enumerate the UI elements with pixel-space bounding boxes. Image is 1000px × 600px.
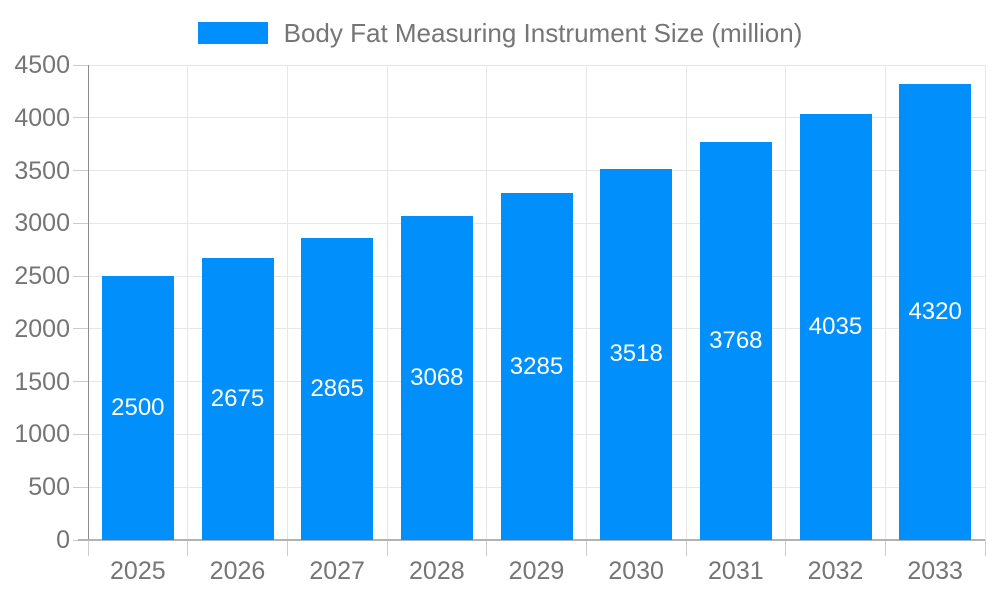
gridline-vertical bbox=[286, 65, 288, 540]
y-axis-label: 500 bbox=[28, 473, 70, 502]
x-axis-baseline bbox=[78, 539, 985, 541]
bar-value-label: 2865 bbox=[310, 374, 364, 402]
bar-value-label: 3285 bbox=[509, 352, 564, 380]
gridline-horizontal bbox=[88, 170, 985, 172]
y-axis-label: 2000 bbox=[14, 314, 70, 343]
gridline-horizontal bbox=[88, 117, 985, 119]
gridline-vertical bbox=[884, 65, 886, 540]
bar-value-label: 3768 bbox=[709, 327, 763, 355]
y-axis-tick bbox=[73, 222, 88, 224]
y-axis-label: 0 bbox=[56, 526, 70, 554]
x-axis-tick bbox=[984, 540, 986, 556]
x-axis-tick bbox=[884, 540, 886, 556]
x-axis-label: 2030 bbox=[608, 557, 664, 585]
bar: 4320 bbox=[899, 84, 972, 540]
y-axis-label: 1500 bbox=[14, 367, 70, 396]
y-axis-label: 1000 bbox=[14, 420, 70, 449]
gridline-vertical bbox=[486, 65, 488, 540]
y-axis-label: 3500 bbox=[14, 156, 70, 185]
gridline-vertical bbox=[585, 65, 587, 540]
y-axis-tick bbox=[73, 170, 88, 172]
legend: Body Fat Measuring Instrument Size (mill… bbox=[0, 16, 1000, 50]
bar-value-label: 4320 bbox=[908, 298, 962, 325]
bar-value-label: 4035 bbox=[808, 313, 863, 341]
x-axis-label: 2033 bbox=[907, 557, 963, 585]
bar-value-label: 3518 bbox=[609, 340, 663, 368]
x-axis-tick bbox=[187, 540, 189, 556]
legend-swatch bbox=[197, 22, 268, 44]
bar-value-label: 2500 bbox=[111, 394, 165, 422]
y-axis-tick bbox=[73, 433, 88, 435]
x-axis-label: 2025 bbox=[110, 557, 166, 585]
x-axis-tick bbox=[386, 540, 388, 556]
bar: 2865 bbox=[301, 237, 374, 540]
bar-value-label: 3068 bbox=[410, 364, 464, 392]
x-axis-tick bbox=[785, 540, 787, 556]
x-axis-label: 2032 bbox=[807, 557, 864, 585]
x-axis-tick bbox=[286, 540, 288, 556]
bar: 2500 bbox=[101, 276, 174, 540]
gridline-vertical bbox=[785, 65, 787, 540]
y-axis-tick bbox=[73, 64, 88, 66]
x-axis-tick bbox=[585, 540, 587, 556]
x-axis-label: 2031 bbox=[708, 557, 764, 585]
x-axis-tick bbox=[87, 540, 89, 556]
y-axis-tick bbox=[73, 381, 88, 383]
x-axis-tick bbox=[486, 540, 488, 556]
x-axis-tick bbox=[685, 540, 687, 556]
x-axis-label: 2028 bbox=[409, 557, 465, 585]
gridline-vertical bbox=[386, 65, 388, 540]
gridline-vertical bbox=[685, 65, 687, 540]
y-axis-label: 2500 bbox=[14, 262, 70, 291]
bar: 3768 bbox=[699, 142, 772, 540]
y-axis-label: 4500 bbox=[14, 51, 70, 79]
y-axis-tick bbox=[73, 275, 88, 277]
y-axis-line bbox=[87, 65, 89, 540]
x-axis-label: 2027 bbox=[309, 557, 365, 585]
legend-label: Body Fat Measuring Instrument Size (mill… bbox=[283, 18, 803, 48]
gridline-vertical bbox=[984, 65, 986, 540]
bar: 4035 bbox=[799, 114, 872, 540]
bar: 3068 bbox=[400, 216, 473, 540]
y-axis-tick bbox=[73, 117, 88, 119]
bar: 3285 bbox=[500, 193, 573, 540]
y-axis-label: 4000 bbox=[14, 103, 70, 132]
y-axis-label: 3000 bbox=[14, 209, 70, 238]
bar: 2675 bbox=[201, 257, 274, 540]
y-axis-tick bbox=[73, 486, 88, 488]
bar-value-label: 2675 bbox=[210, 384, 265, 412]
x-axis-label: 2026 bbox=[209, 557, 266, 585]
x-axis-label: 2029 bbox=[508, 557, 565, 585]
gridline-vertical bbox=[187, 65, 189, 540]
bar: 3518 bbox=[600, 168, 673, 540]
gridline-horizontal bbox=[88, 64, 985, 66]
y-axis-tick bbox=[73, 328, 88, 330]
